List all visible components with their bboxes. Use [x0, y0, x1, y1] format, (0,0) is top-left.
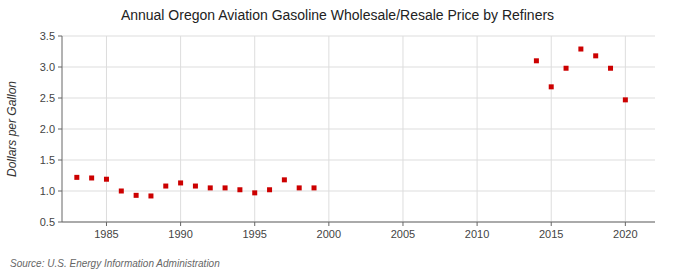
x-tick-label: 2005	[391, 228, 415, 240]
x-tick-label: 2015	[539, 228, 563, 240]
point	[564, 66, 569, 71]
y-tick	[58, 222, 62, 223]
point	[549, 84, 554, 89]
y-tick-label: 1.0	[40, 185, 55, 197]
point	[178, 180, 183, 185]
x-tick	[106, 222, 107, 226]
title: Annual Oregon Aviation Gasoline Wholesal…	[121, 7, 554, 23]
y-tick	[58, 191, 62, 192]
x-tick-label: 2000	[317, 228, 341, 240]
chart: Annual Oregon Aviation Gasoline Wholesal…	[0, 0, 675, 275]
y-grid-line	[62, 129, 655, 130]
x-tick-label: 1990	[168, 228, 192, 240]
x-axis-line	[62, 222, 655, 223]
x-tick	[625, 222, 626, 226]
x-tick	[328, 222, 329, 226]
point	[74, 175, 79, 180]
y-tick	[58, 98, 62, 99]
point	[193, 184, 198, 189]
y-grid-line	[62, 191, 655, 192]
x-tick	[477, 222, 478, 226]
y-grid-line	[62, 160, 655, 161]
point	[104, 177, 109, 182]
x-tick	[551, 222, 552, 226]
point	[163, 184, 168, 189]
point	[593, 53, 598, 58]
x-tick-label: 1995	[242, 228, 266, 240]
point	[267, 187, 272, 192]
point	[252, 190, 257, 195]
point	[608, 66, 613, 71]
y-axis-label: Dollars per Gallon	[5, 81, 19, 177]
y-tick-label: 2.0	[40, 123, 55, 135]
point	[623, 97, 628, 102]
point	[578, 47, 583, 52]
point	[312, 185, 317, 190]
y-tick-label: 0.5	[40, 216, 55, 228]
y-tick-label: 3.5	[40, 30, 55, 42]
y-tick	[58, 160, 62, 161]
y-tick	[58, 129, 62, 130]
grid	[62, 36, 655, 222]
point	[89, 175, 94, 180]
y-tick	[58, 36, 62, 37]
y-tick	[58, 67, 62, 68]
point	[148, 193, 153, 198]
point	[297, 185, 302, 190]
x-tick	[402, 222, 403, 226]
point	[119, 189, 124, 194]
y-tick-label: 2.5	[40, 92, 55, 104]
y-tick-label: 3.0	[40, 61, 55, 73]
point	[223, 185, 228, 190]
y-grid-line	[62, 98, 655, 99]
axes: 1985 1990 1995 2000 2005 2010 2015 2020 0.5 1.0 1.…	[40, 30, 655, 240]
point	[534, 58, 539, 63]
x-tick-label: 1985	[94, 228, 118, 240]
x-tick-label: 2010	[465, 228, 489, 240]
point	[282, 177, 287, 182]
point	[237, 187, 242, 192]
point	[208, 185, 213, 190]
x-tick	[180, 222, 181, 226]
y-tick-label: 1.5	[40, 154, 55, 166]
source-note: Source: U.S. Energy Information Administ…	[10, 258, 220, 269]
x-tick-label: 2020	[613, 228, 637, 240]
y-axis-line	[62, 36, 63, 222]
point	[134, 193, 139, 198]
x-tick	[254, 222, 255, 226]
y-grid-line	[62, 36, 655, 37]
points	[74, 47, 628, 199]
y-grid-line	[62, 222, 655, 223]
